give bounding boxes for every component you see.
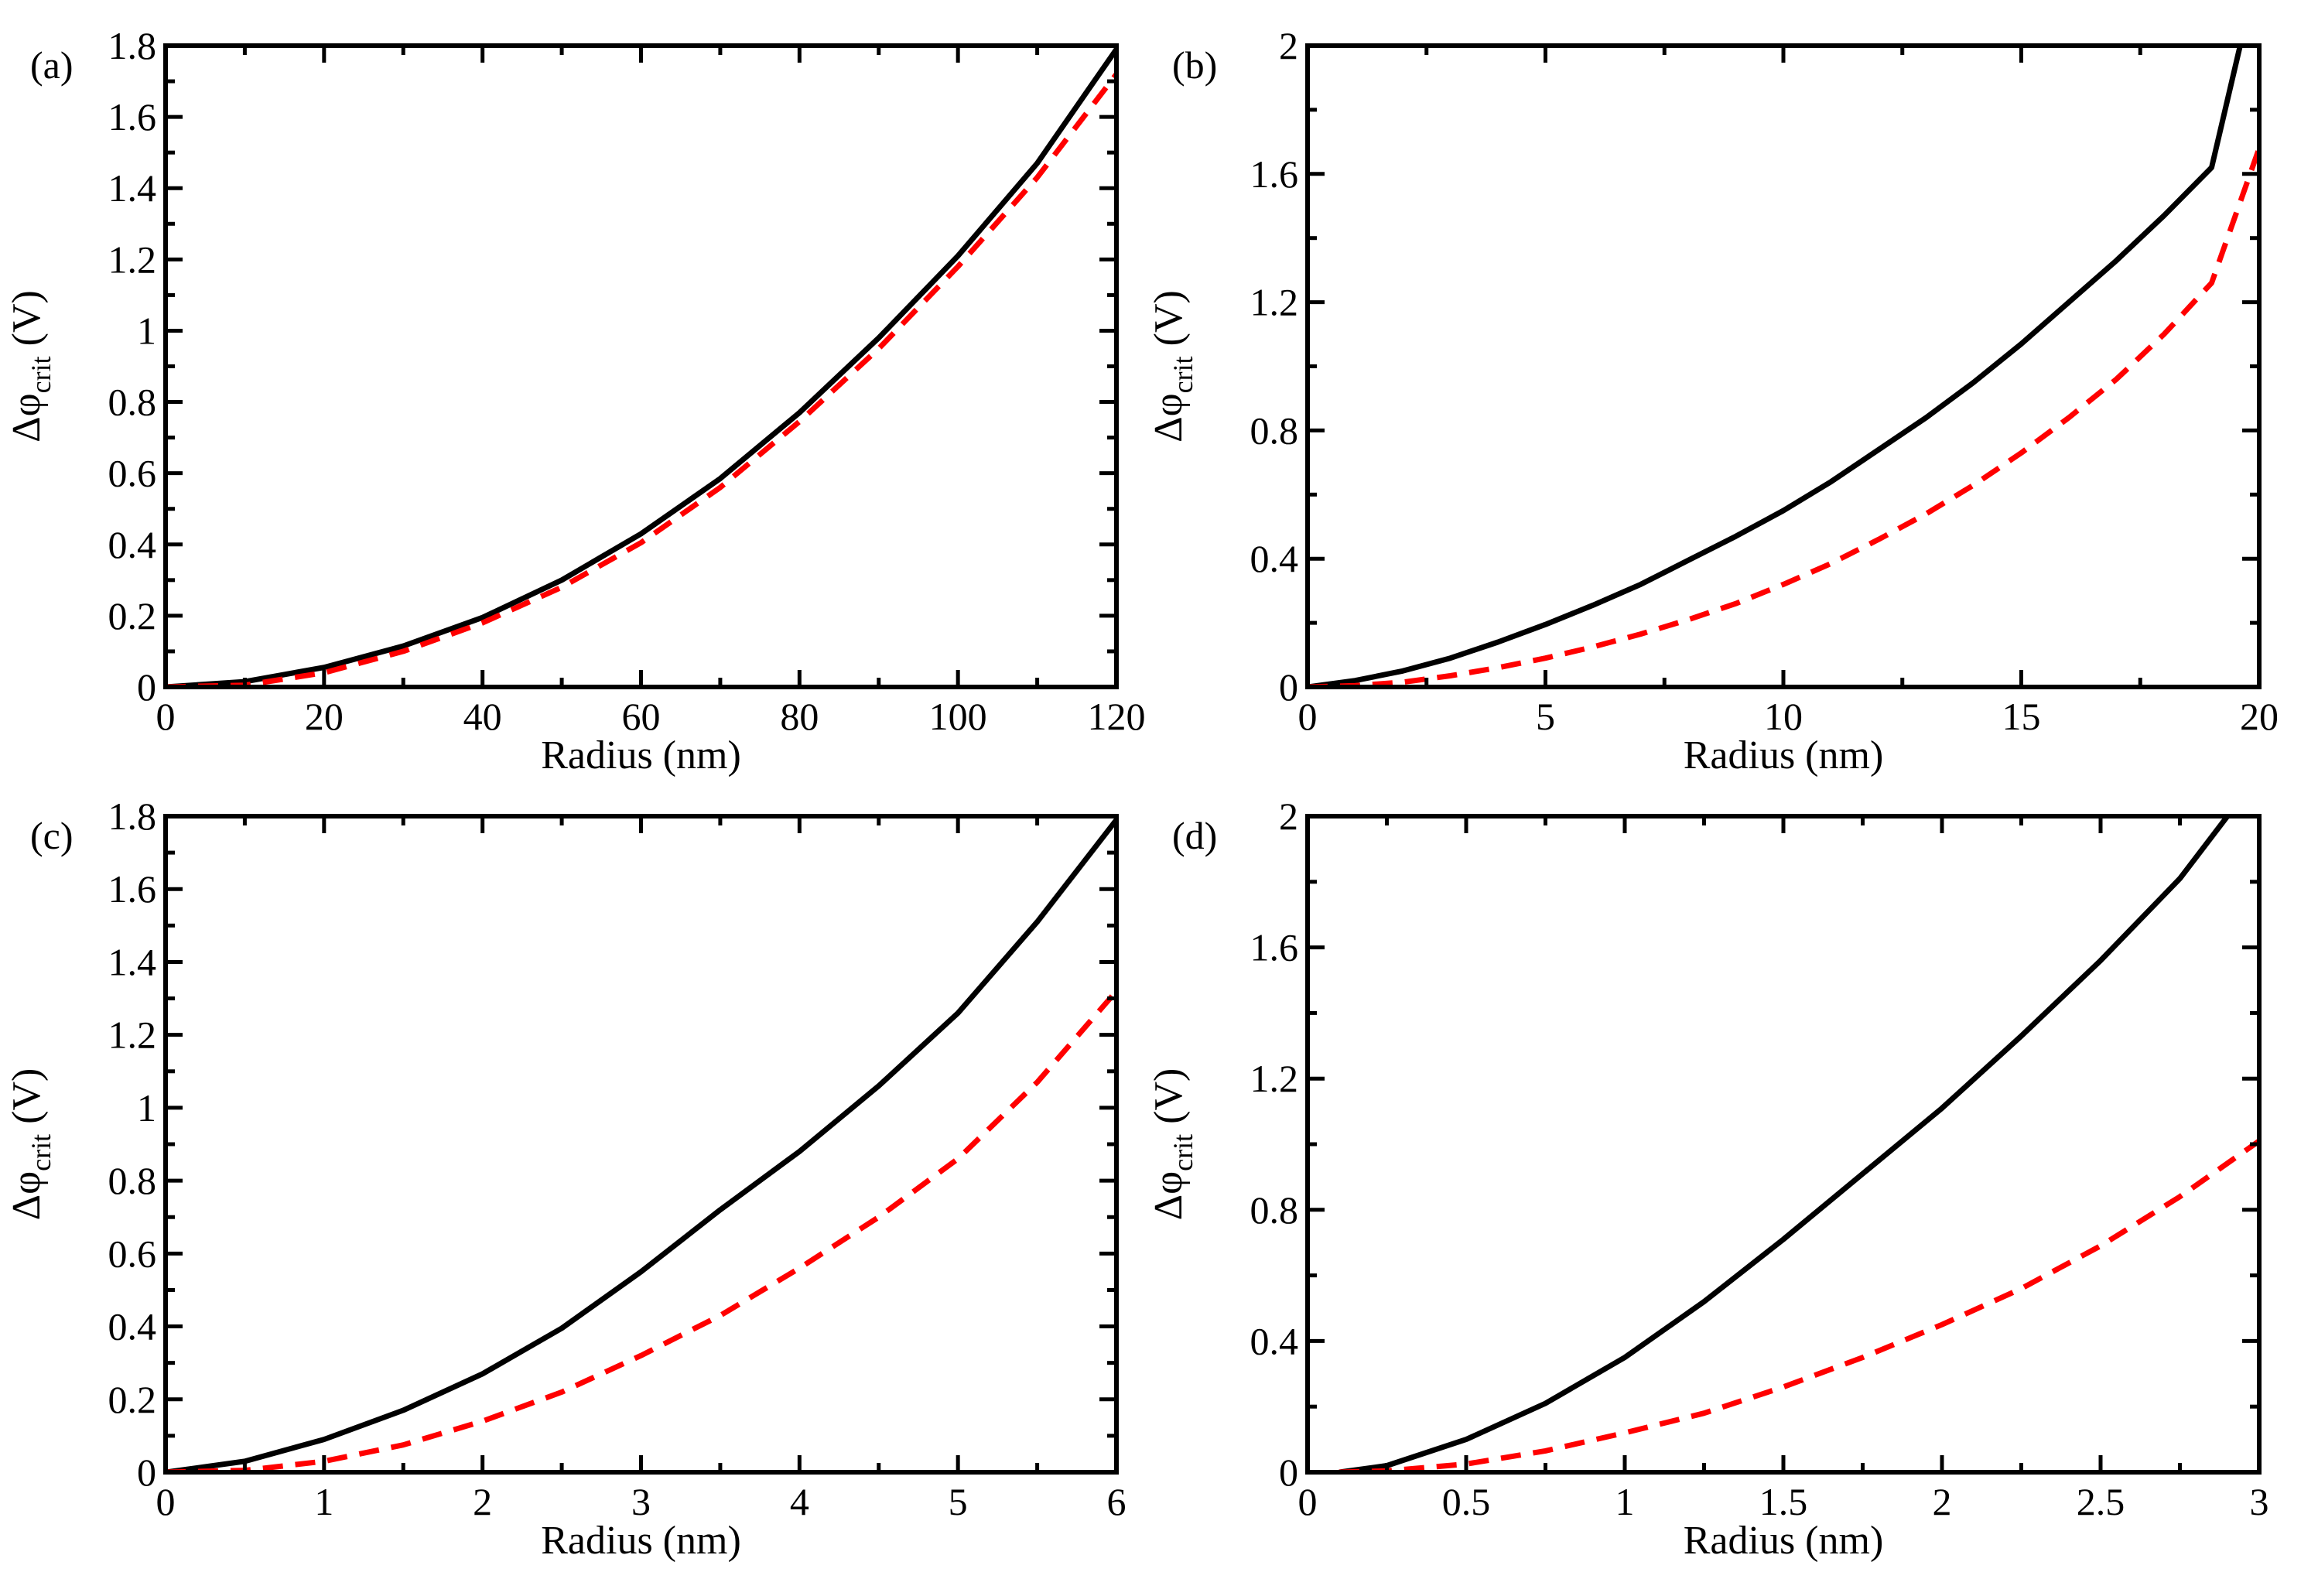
x-tick-label: 4 bbox=[790, 1480, 809, 1523]
y-tick-label: 0.2 bbox=[108, 594, 157, 637]
y-axis-title-main: Δφ bbox=[5, 393, 49, 442]
series-line-solid-black bbox=[166, 818, 1116, 1472]
y-tick-label: 1.4 bbox=[108, 940, 157, 983]
x-tick-label: 0 bbox=[156, 1480, 176, 1523]
series-line-dashed-red bbox=[1338, 1138, 2259, 1472]
y-tick-label: 0 bbox=[137, 665, 156, 709]
y-axis-title-subscript: crit bbox=[26, 356, 56, 393]
y-tick-label: 0.2 bbox=[108, 1378, 157, 1421]
plot-frame bbox=[1305, 43, 2262, 689]
x-axis-title: Radius (nm) bbox=[541, 1519, 741, 1563]
chart-panel-3: (c) 0 1 2 3 4 5 6 0 0.2 0.4 0.6 0.8 1 1.2 1.4 1.6 1.8 Radi… bbox=[5, 795, 1127, 1563]
series-line-solid-black bbox=[166, 47, 1116, 687]
panel-label: (a) bbox=[30, 43, 74, 87]
y-tick-label: 0.8 bbox=[1250, 1188, 1299, 1232]
y-tick-label: 1.2 bbox=[1250, 281, 1299, 324]
x-tick-label: 0 bbox=[156, 695, 176, 738]
plot-frame bbox=[163, 43, 1119, 689]
y-tick-label: 0.4 bbox=[1250, 537, 1299, 580]
y-tick-label: 1 bbox=[137, 309, 156, 352]
y-tick-label: 0.6 bbox=[108, 1232, 157, 1275]
x-axis-title: Radius (nm) bbox=[1684, 1519, 1884, 1563]
y-axis-title: Δφcrit (V) bbox=[5, 1068, 56, 1221]
y-axis-title-unit: (V) bbox=[1147, 1068, 1191, 1134]
y-axis-title-main: Δφ bbox=[1147, 1171, 1191, 1220]
x-tick-label: 2 bbox=[1933, 1480, 1952, 1523]
plot-frame bbox=[1305, 814, 2262, 1475]
x-tick-label: 3 bbox=[2250, 1480, 2269, 1523]
series-line-dashed-red bbox=[1308, 147, 2259, 687]
y-tick-label: 1 bbox=[137, 1086, 156, 1130]
panel-label: (b) bbox=[1172, 43, 1217, 87]
y-axis-title-unit: (V) bbox=[5, 1068, 49, 1134]
x-tick-label: 6 bbox=[1107, 1480, 1127, 1523]
series-line-solid-black bbox=[1338, 816, 2230, 1472]
y-axis-title-subscript: crit bbox=[1168, 356, 1198, 393]
y-axis-title: Δφcrit (V) bbox=[1147, 290, 1198, 443]
y-tick-label: 0.6 bbox=[108, 452, 157, 495]
x-tick-label: 1.5 bbox=[1759, 1480, 1808, 1523]
x-tick-label: 60 bbox=[622, 695, 661, 738]
y-tick-label: 1.6 bbox=[108, 867, 157, 911]
y-tick-label: 0.8 bbox=[1250, 408, 1299, 452]
y-tick-label: 1.2 bbox=[108, 1013, 157, 1057]
x-tick-label: 20 bbox=[305, 695, 344, 738]
x-tick-label: 3 bbox=[631, 1480, 651, 1523]
y-axis-title-main: Δφ bbox=[1147, 393, 1191, 442]
y-tick-label: 2 bbox=[1279, 795, 1298, 838]
series-line-dashed-red bbox=[166, 989, 1116, 1472]
y-tick-label: 0.8 bbox=[108, 1159, 157, 1202]
x-tick-label: 10 bbox=[1764, 695, 1803, 738]
chart-panel-1: (a) 0 20 40 60 80 100 120 0 0.2 0.4 0.6 0.8 1 1.2 1.4 1.… bbox=[5, 24, 1146, 777]
y-axis-title-main: Δφ bbox=[5, 1171, 49, 1220]
panel-label: (d) bbox=[1172, 814, 1217, 857]
x-tick-label: 15 bbox=[2002, 695, 2041, 738]
x-tick-label: 5 bbox=[949, 1480, 968, 1523]
x-tick-label: 0.5 bbox=[1442, 1480, 1491, 1523]
x-tick-label: 2.5 bbox=[2077, 1480, 2125, 1523]
y-axis-title-unit: (V) bbox=[5, 290, 49, 356]
y-tick-label: 0 bbox=[137, 1451, 156, 1494]
panel-label: (c) bbox=[30, 814, 74, 857]
y-axis-title-subscript: crit bbox=[1168, 1134, 1198, 1171]
y-axis-title: Δφcrit (V) bbox=[1147, 1068, 1198, 1221]
x-axis-title: Radius (nm) bbox=[1684, 733, 1884, 777]
series-line-dashed-red bbox=[166, 72, 1116, 687]
y-tick-label: 0 bbox=[1279, 665, 1298, 709]
chart-panel-4: (d) 0 0.5 1 1.5 2 2.5 3 0 0.4 0.8 1.2 1.6 2 Radius (nm… bbox=[1147, 795, 2269, 1563]
y-axis-title-subscript: crit bbox=[26, 1134, 56, 1171]
y-tick-label: 0.4 bbox=[108, 1305, 157, 1348]
x-tick-label: 80 bbox=[780, 695, 819, 738]
x-tick-label: 1 bbox=[1615, 1480, 1635, 1523]
y-tick-label: 1.4 bbox=[108, 166, 157, 210]
y-axis-title-unit: (V) bbox=[1147, 290, 1191, 356]
y-axis-title: Δφcrit (V) bbox=[5, 290, 56, 443]
y-tick-label: 0 bbox=[1279, 1451, 1298, 1494]
y-tick-label: 0.8 bbox=[108, 381, 157, 424]
x-tick-label: 5 bbox=[1536, 695, 1555, 738]
y-tick-label: 1.8 bbox=[108, 24, 157, 67]
y-tick-label: 1.6 bbox=[1250, 926, 1299, 969]
x-tick-label: 1 bbox=[314, 1480, 333, 1523]
y-tick-label: 1.2 bbox=[108, 238, 157, 281]
chart-panel-2: (b) 0 5 10 15 20 0 0.4 0.8 1.2 1.6 2 Radius (nm) Δφcr… bbox=[1147, 24, 2279, 777]
y-tick-label: 1.8 bbox=[108, 795, 157, 838]
x-tick-label: 20 bbox=[2240, 695, 2279, 738]
x-tick-label: 100 bbox=[929, 695, 987, 738]
series-line-solid-black bbox=[1308, 46, 2243, 687]
x-axis-title: Radius (nm) bbox=[541, 733, 741, 777]
y-tick-label: 1.6 bbox=[108, 95, 157, 138]
x-tick-label: 0 bbox=[1298, 1480, 1318, 1523]
x-tick-label: 40 bbox=[463, 695, 502, 738]
x-tick-label: 2 bbox=[473, 1480, 492, 1523]
y-tick-label: 1.6 bbox=[1250, 152, 1299, 196]
y-tick-label: 0.4 bbox=[1250, 1319, 1299, 1362]
x-tick-label: 120 bbox=[1088, 695, 1146, 738]
y-tick-label: 2 bbox=[1279, 24, 1298, 67]
x-tick-label: 0 bbox=[1298, 695, 1318, 738]
y-tick-label: 0.4 bbox=[108, 523, 157, 566]
y-tick-label: 1.2 bbox=[1250, 1057, 1299, 1100]
